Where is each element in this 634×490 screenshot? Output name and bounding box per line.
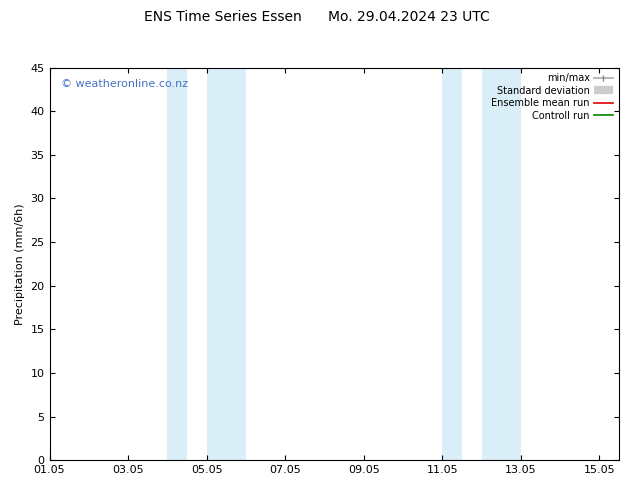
Legend: min/max, Standard deviation, Ensemble mean run, Controll run: min/max, Standard deviation, Ensemble me… (488, 71, 616, 123)
Bar (482, 68, 521, 460)
Bar (443, 68, 462, 460)
Text: ENS Time Series Essen      Mo. 29.04.2024 23 UTC: ENS Time Series Essen Mo. 29.04.2024 23 … (144, 10, 490, 24)
Bar (167, 68, 187, 460)
Bar (207, 68, 246, 460)
Text: © weatheronline.co.nz: © weatheronline.co.nz (61, 79, 188, 89)
Y-axis label: Precipitation (mm/6h): Precipitation (mm/6h) (15, 203, 25, 325)
